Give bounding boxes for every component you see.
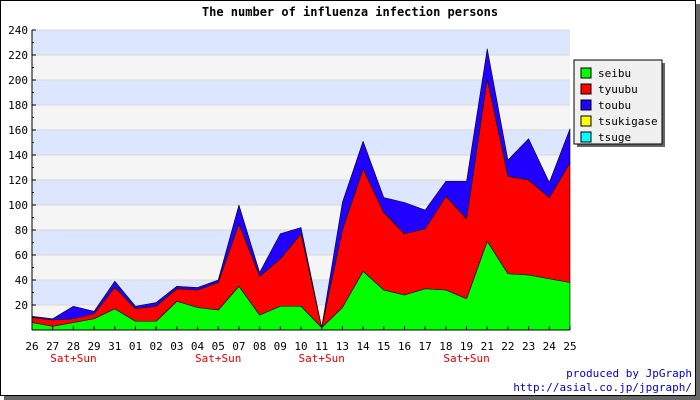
legend-label-tsukigase: tsukigase <box>598 115 658 128</box>
x-tick-label: 10 <box>294 340 307 353</box>
y-tick-label: 200 <box>8 74 28 87</box>
credit-url[interactable]: http://asial.co.jp/jpgraph/ <box>513 381 692 394</box>
legend-label-seibu: seibu <box>598 67 631 80</box>
x-tick-label: 13 <box>336 340 349 353</box>
y-tick-label: 120 <box>8 174 28 187</box>
y-tick-label: 240 <box>8 24 28 37</box>
legend-swatch-tyuubu <box>580 83 592 95</box>
x-tick-label: 16 <box>398 340 411 353</box>
series-area-toubu <box>31 48 571 328</box>
legend-label-tsuge: tsuge <box>598 131 631 144</box>
x-tick-label: 27 <box>46 340 59 353</box>
x-tick-label: 03 <box>170 340 183 353</box>
x-tick-label: 05 <box>212 340 225 353</box>
x-tick-label: 02 <box>150 340 163 353</box>
x-tick-label: 25 <box>563 340 576 353</box>
weekend-label: Sat+Sun <box>50 352 96 365</box>
chart-title: The number of influenza infection person… <box>202 5 498 19</box>
x-tick-label: 15 <box>377 340 390 353</box>
legend-swatch-seibu <box>580 67 592 79</box>
y-tick-label: 80 <box>15 224 28 237</box>
y-tick-label: 100 <box>8 199 28 212</box>
x-tick-label: 23 <box>522 340 535 353</box>
legend: seibu tyuubu toubu tsukigase tsuge <box>573 59 665 147</box>
y-tick-label: 40 <box>15 274 28 287</box>
x-tick-label: 17 <box>419 340 432 353</box>
legend-swatch-toubu <box>580 99 592 111</box>
x-tick-label: 21 <box>481 340 494 353</box>
x-tick-label: 07 <box>232 340 245 353</box>
x-tick-label: 19 <box>460 340 473 353</box>
x-tick-label: 08 <box>253 340 266 353</box>
x-tick-label: 14 <box>356 340 370 353</box>
x-tick-label: 29 <box>87 340 100 353</box>
weekend-label: Sat+Sun <box>299 352 345 365</box>
weekend-label: Sat+Sun <box>443 352 489 365</box>
grid-band <box>32 30 570 55</box>
y-tick-label: 140 <box>8 149 28 162</box>
y-tick-label: 160 <box>8 124 28 137</box>
x-tick-label: 28 <box>67 340 80 353</box>
x-tick-label: 09 <box>274 340 287 353</box>
area-series <box>31 48 571 331</box>
legend-swatch-tsukigase <box>580 115 592 127</box>
y-tick-label: 180 <box>8 99 28 112</box>
legend-label-tyuubu: tyuubu <box>598 83 638 96</box>
x-tick-label: 24 <box>543 340 557 353</box>
y-tick-label: 20 <box>15 299 28 312</box>
legend-label-toubu: toubu <box>598 99 631 112</box>
x-tick-label: 11 <box>315 340 328 353</box>
legend-swatch-tsuge <box>580 131 592 143</box>
weekend-label: Sat+Sun <box>195 352 241 365</box>
x-tick-label: 26 <box>25 340 38 353</box>
x-tick-label: 31 <box>108 340 121 353</box>
y-tick-label: 220 <box>8 49 28 62</box>
x-tick-label: 18 <box>439 340 452 353</box>
x-tick-label: 22 <box>501 340 514 353</box>
x-tick-label: 04 <box>191 340 205 353</box>
x-tick-label: 01 <box>129 340 142 353</box>
credit-produced-by: produced by JpGraph <box>566 367 692 380</box>
axes: 20 40 60 80 100 120 140 160 180 200 220 240 26 27 28 29… <box>8 24 577 365</box>
y-tick-label: 60 <box>15 249 28 262</box>
